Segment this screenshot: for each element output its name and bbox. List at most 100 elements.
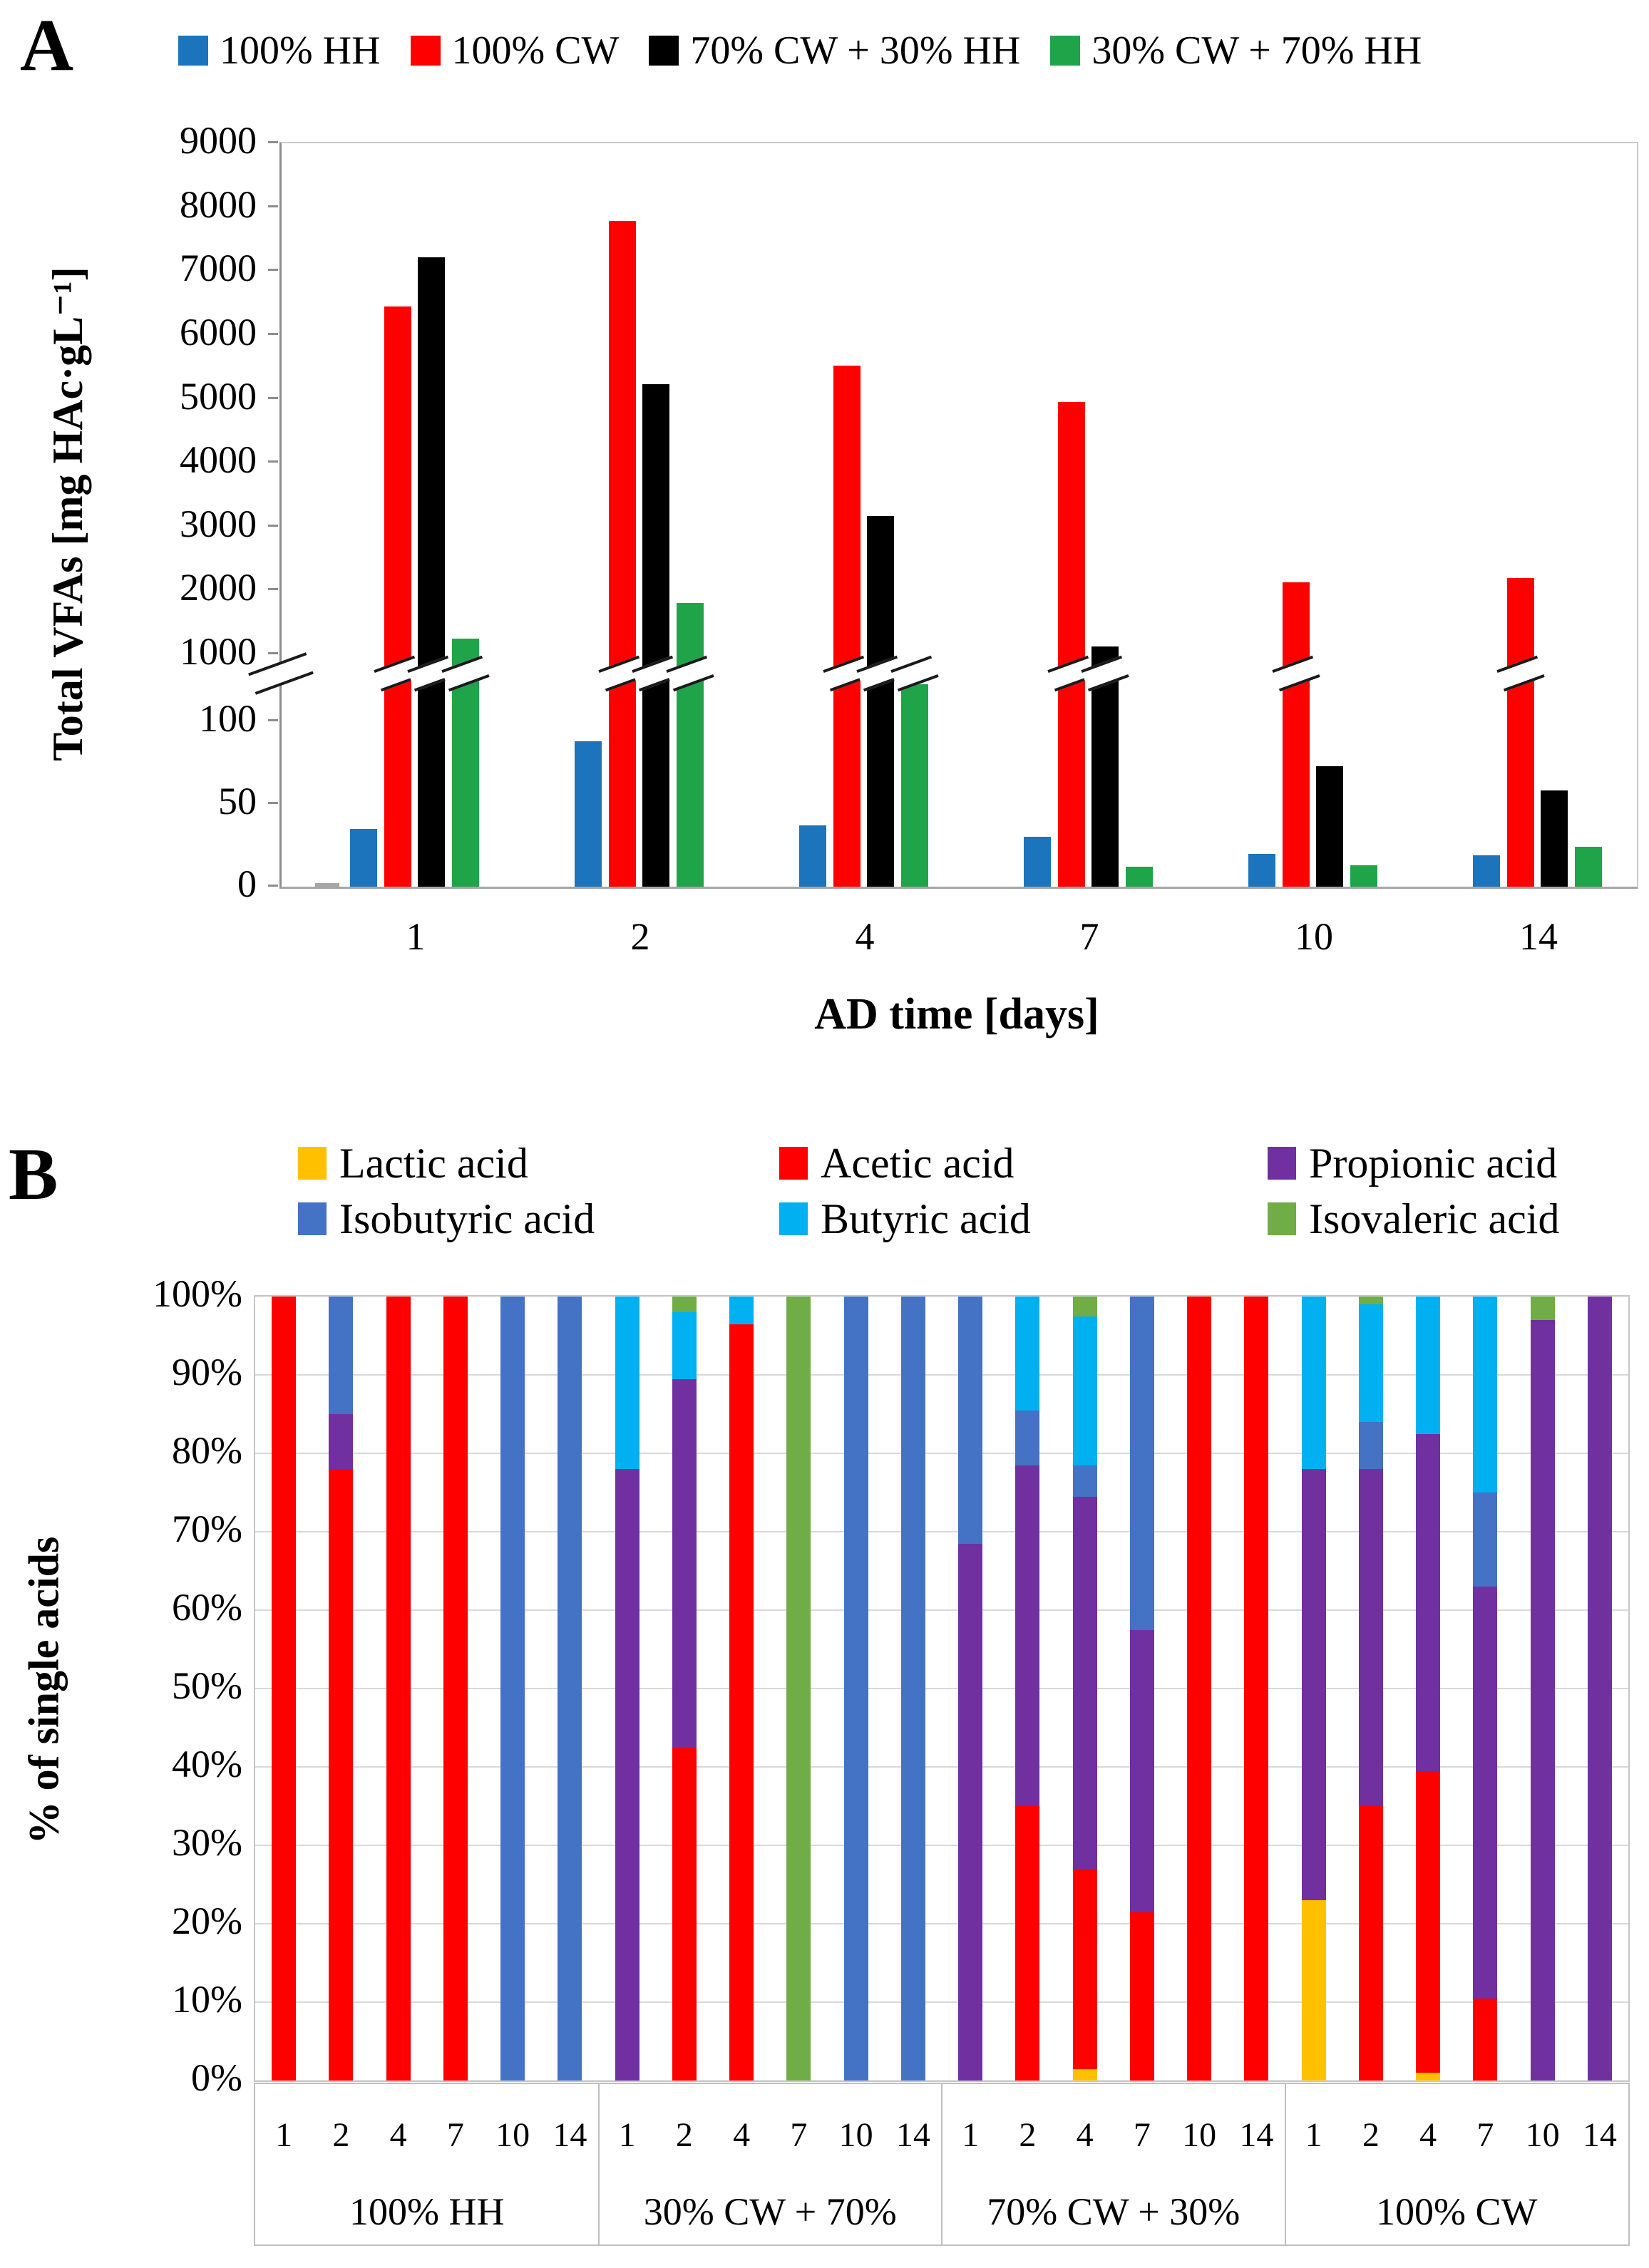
table-day-label: 10 [1525, 2116, 1560, 2154]
table-day-label: 4 [1076, 2116, 1094, 2154]
legend-a-item: 30% CW + 70% HH [1050, 28, 1422, 73]
legend-b-swatch-icon [779, 1202, 808, 1235]
y-axis-tick [268, 524, 278, 527]
y-axis-tick [268, 460, 278, 463]
segment-isovaleric-acid [1358, 1297, 1383, 1304]
bar-70-cw-30-hh [1316, 766, 1343, 887]
segment-butyric-acid [1416, 1297, 1441, 1434]
y-axis-tick [268, 588, 278, 591]
legend-b-item: Lactic acid [298, 1139, 528, 1187]
table-day-label: 14 [895, 2116, 930, 2154]
legend-a-label: 70% CW + 30% HH [690, 29, 1021, 73]
y-axis-tick-label: 60% [172, 1585, 242, 1629]
table-day-label: 2 [1019, 2116, 1037, 2154]
table-day-label: 1 [618, 2116, 636, 2154]
bar-70-cw-30-hh [418, 257, 445, 887]
y-axis-tick-label: 2000 [180, 566, 257, 609]
legend-a-swatch-icon [1050, 36, 1081, 66]
chart-a-y-axis-title: Total VFAs [mg HAc·gL⁻¹] [44, 267, 91, 761]
y-axis-tick-label: 40% [172, 1742, 242, 1785]
segment-acetic-acid [1358, 1806, 1383, 2081]
legend-b-item: Isovaleric acid [1268, 1195, 1560, 1242]
y-axis-tick-label: 50 [218, 779, 257, 823]
table-day-label: 10 [838, 2116, 873, 2154]
segment-acetic-acid [1244, 1297, 1269, 2081]
legend-b-swatch-icon [298, 1147, 327, 1180]
segment-isobutyric-acid [1015, 1410, 1040, 1465]
segment-isobutyric-acid [558, 1297, 582, 2081]
legend-b-item: Isobutyric acid [298, 1195, 595, 1242]
segment-acetic-acid [1473, 1998, 1498, 2081]
bar-70-cw-30-hh [867, 515, 894, 887]
segment-isovaleric-acid [1072, 1297, 1097, 1316]
segment-lactic-acid [1416, 2073, 1441, 2081]
legend-a-swatch-icon [410, 36, 441, 66]
chart-a-x-axis-title: AD time [days] [814, 990, 1099, 1038]
gridline [255, 1923, 1628, 1924]
group-separator [1284, 2084, 1286, 2244]
bar-100-cw [384, 306, 411, 887]
legend-b-swatch-icon [1268, 1147, 1296, 1180]
bar-100-hh [1024, 837, 1051, 887]
table-day-label: 2 [675, 2116, 693, 2154]
bar-100-cw [833, 365, 861, 887]
chart-a-legend: 100% HH 100% CW 70% CW + 30% HH 30% CW + 70… [178, 27, 1452, 74]
gridline [255, 1296, 1628, 1297]
y-axis-tick-label: 90% [172, 1350, 242, 1393]
group-separator [597, 2084, 600, 2244]
bar-100-hh [1248, 853, 1275, 887]
gridline [255, 1609, 1628, 1611]
bar-100-cw [1057, 401, 1085, 887]
table-day-label: 10 [495, 2116, 530, 2154]
table-day-label: 4 [733, 2116, 751, 2154]
legend-b-swatch-icon [1268, 1202, 1296, 1235]
axis-break-mark-icon [248, 652, 314, 695]
segment-acetic-acid [329, 1469, 354, 2081]
segment-acetic-acid [672, 1747, 697, 2081]
bar-30-cw-70-hh [676, 603, 704, 887]
y-axis-tick-label: 1000 [180, 629, 257, 673]
panel-b-letter: B [9, 1133, 58, 1215]
bar-100-cw [1282, 582, 1310, 887]
table-group-label: 100% CW [1376, 2190, 1538, 2233]
table-day-label: 2 [1362, 2116, 1380, 2154]
segment-isovaleric-acid [672, 1297, 697, 1312]
bar-30-cw-70-hh [1125, 867, 1153, 887]
bar-30-cw-70-hh [1574, 847, 1602, 887]
segment-isobutyric-acid [500, 1297, 525, 2081]
legend-b-label: Isovaleric acid [1309, 1195, 1560, 1242]
bar-30-cw-70-hh [900, 684, 928, 887]
bar-70-cw-30-hh [642, 383, 669, 887]
segment-isobutyric-acid [958, 1297, 983, 1544]
segment-propionic-acid [1416, 1433, 1441, 1771]
y-axis-tick-label: 8000 [180, 182, 257, 226]
gridline [255, 1531, 1628, 1532]
y-axis-tick [268, 269, 278, 272]
legend-a-item: 70% CW + 30% HH [649, 28, 1020, 73]
legend-b-label: Lactic acid [339, 1139, 528, 1187]
table-day-label: 1 [275, 2116, 293, 2154]
bar-30-cw-70-hh [1350, 865, 1377, 887]
gridline [255, 1766, 1628, 1768]
table-day-label: 10 [1182, 2116, 1217, 2154]
y-axis-tick [268, 332, 278, 335]
segment-isobutyric-acid [1358, 1422, 1383, 1469]
legend-a-label: 100% HH [220, 29, 381, 73]
segment-propionic-acid [958, 1543, 983, 2081]
chart-b-x-axis-table: 1 2 4 7 10 14 100% HH 1 2 4 7 10 14 30% CW + 70% 1 2 4 7 1… [254, 2083, 1630, 2246]
gridline [255, 2080, 1628, 2081]
segment-propionic-acid [1301, 1469, 1326, 1900]
segment-propionic-acid [672, 1378, 697, 1748]
y-axis-tick-label: 30% [172, 1820, 242, 1864]
gridline [255, 1374, 1628, 1376]
segment-propionic-acid [1015, 1465, 1040, 1806]
x-axis-day-label: 2 [630, 915, 650, 958]
table-day-label: 14 [1582, 2116, 1617, 2154]
y-axis-tick-label: 7000 [180, 247, 257, 290]
chart-a-plot-area [248, 142, 1638, 889]
table-day-label: 4 [1419, 2116, 1437, 2154]
y-axis-tick [268, 652, 278, 654]
legend-a-label: 30% CW + 70% HH [1091, 29, 1422, 73]
segment-butyric-acid [1358, 1304, 1383, 1422]
segment-butyric-acid [615, 1297, 639, 1469]
